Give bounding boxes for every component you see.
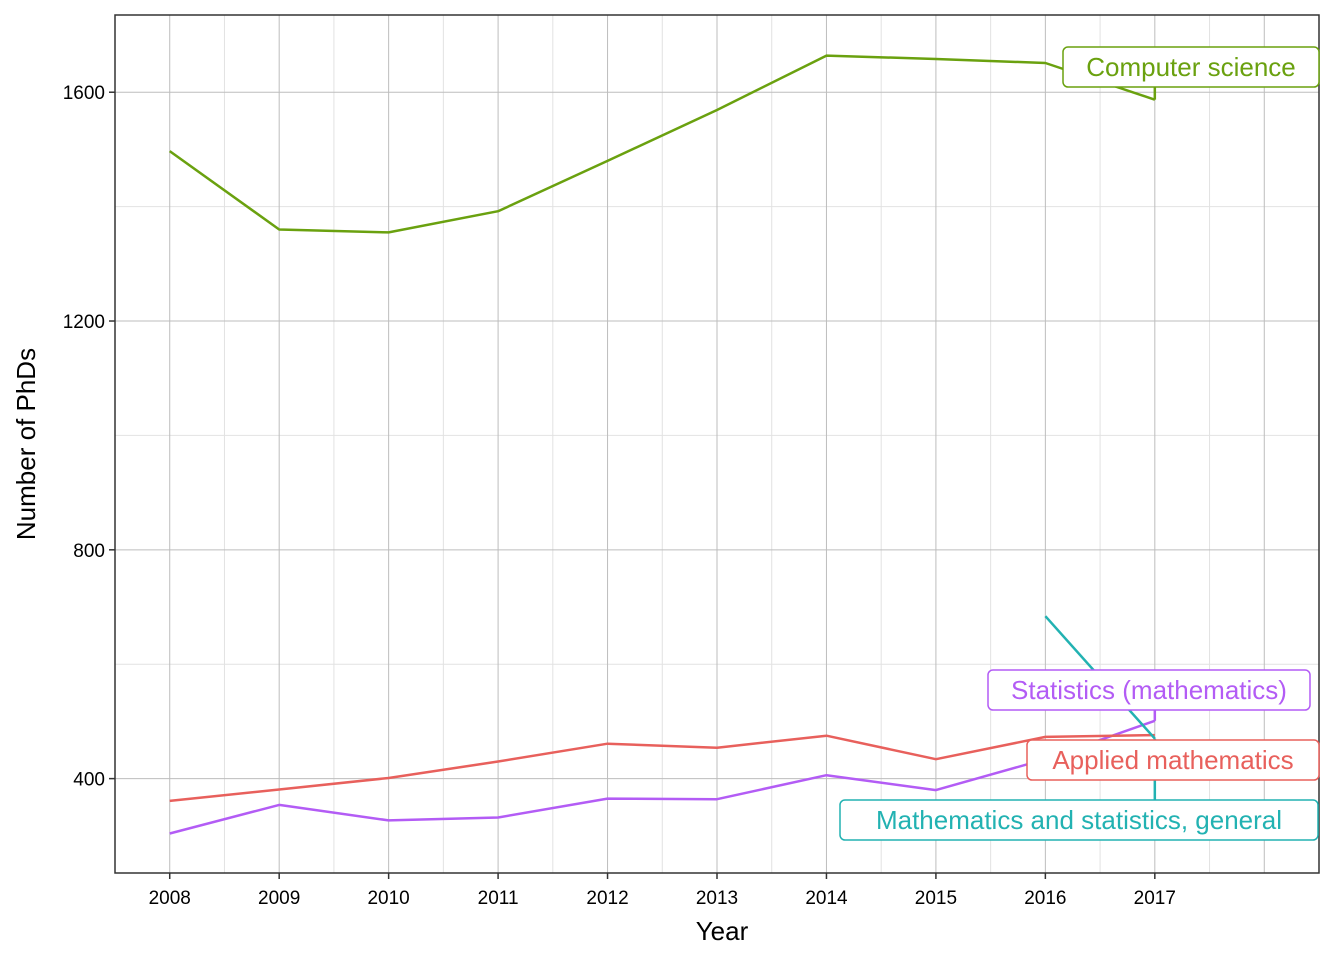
series-label: Mathematics and statistics, general (876, 805, 1282, 835)
x-tick-label: 2009 (258, 888, 300, 909)
y-tick-label: 1200 (63, 312, 105, 333)
series-label: Computer science (1086, 52, 1296, 82)
x-tick-label: 2013 (696, 888, 738, 909)
x-axis-title: Year (696, 916, 749, 946)
series-label-box (1062, 46, 1320, 88)
series-line (168, 54, 1156, 234)
series-labels: Computer science Statistics (mathematics)… (839, 46, 1320, 841)
y-tick-labels: 400 800 1200 1600 (63, 83, 105, 790)
y-tick-label: 400 (73, 770, 105, 791)
x-tick-label: 2015 (915, 888, 957, 909)
series-label-box (839, 799, 1319, 841)
series-label-box (987, 669, 1311, 711)
series-label: Statistics (mathematics) (1011, 675, 1287, 705)
x-tick-label: 2014 (805, 888, 848, 909)
x-tick-label: 2011 (478, 888, 519, 909)
y-tick-label: 1600 (63, 83, 105, 104)
series-label: Applied mathematics (1052, 745, 1293, 775)
x-tick-label: 2016 (1024, 888, 1066, 909)
series-label-box (1026, 739, 1320, 781)
series-line (169, 733, 1155, 803)
axis-ticks (109, 91, 1156, 879)
y-tick-label: 800 (73, 541, 105, 562)
x-tick-label: 2017 (1134, 888, 1176, 909)
series-line (169, 719, 1156, 835)
x-tick-label: 2012 (586, 888, 628, 909)
x-tick-label: 2008 (149, 888, 191, 909)
y-axis-title: Number of PhDs (11, 348, 41, 540)
major-gridlines (115, 15, 1319, 873)
x-tick-label: 2010 (367, 888, 409, 909)
x-tick-labels: 2008 2009 2010 2011 2012 2013 2014 2015 2016 2017 (149, 888, 1176, 909)
